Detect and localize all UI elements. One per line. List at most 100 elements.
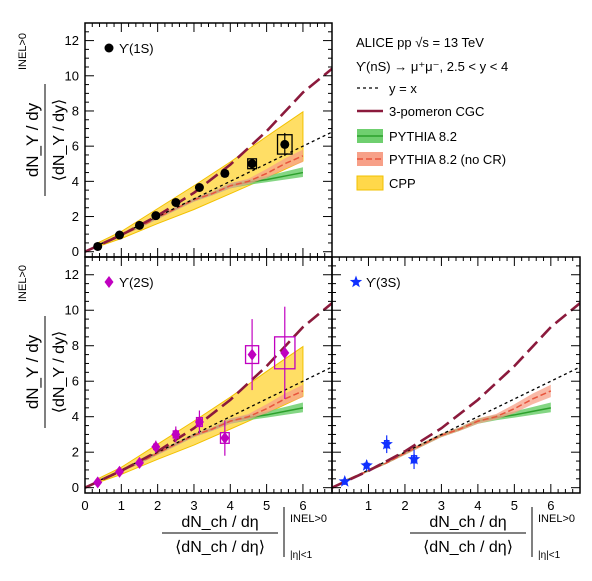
x-tick-label: 2 bbox=[401, 498, 408, 513]
y-tick-label: 2 bbox=[72, 445, 79, 460]
panel-marker-icon bbox=[104, 276, 114, 288]
panel-label-text: ϒ(2S) bbox=[119, 275, 154, 290]
data-point-1S bbox=[134, 220, 144, 230]
pythia-nocr-line bbox=[95, 155, 304, 247]
x-axis-title-left: dN_ch / dη ⟨dN_ch / dη⟩ INEL>0 |η|<1 bbox=[162, 507, 327, 561]
y-tick-label: 10 bbox=[65, 68, 79, 83]
data-point-3S bbox=[407, 449, 421, 470]
legend-label: PYTHIA 8.2 (no CR) bbox=[389, 152, 506, 167]
panel-label-text: ϒ(1S) bbox=[119, 41, 154, 56]
data-point-2S bbox=[93, 476, 103, 489]
panel-1S: 0 2 4 6 8 10 12 ϒ(1S) bbox=[65, 22, 333, 259]
y-tick-label: 0 bbox=[72, 244, 79, 259]
data-point-1S bbox=[194, 183, 204, 193]
panel-label-2S: ϒ(2S) bbox=[104, 275, 154, 290]
pythia-nocr-line bbox=[342, 390, 552, 483]
panel-marker-icon bbox=[104, 43, 114, 53]
x-tick-label: 1 bbox=[118, 498, 125, 513]
yx-line bbox=[85, 131, 332, 253]
y-tick-label: 6 bbox=[72, 139, 79, 154]
x-tick-label: 3 bbox=[190, 498, 197, 513]
x-axis-label-denominator: ⟨dN_ch / dη⟩ bbox=[175, 539, 265, 556]
data-point-2S bbox=[151, 440, 161, 454]
legend-label: 3-pomeron CGC bbox=[389, 104, 484, 119]
x-tick-label: 6 bbox=[547, 498, 554, 513]
panel-label-text: ϒ(3S) bbox=[366, 275, 401, 290]
legend-label: y = x bbox=[389, 81, 417, 96]
data-point-3S bbox=[380, 435, 393, 454]
y-tick-label: 8 bbox=[72, 338, 79, 353]
data-point-1S bbox=[93, 241, 103, 251]
panel-1S-plot-area bbox=[85, 67, 332, 253]
data-point-1S bbox=[220, 168, 230, 178]
y-axis-label-superscript: INEL>0 bbox=[17, 33, 29, 70]
legend-label: PYTHIA 8.2 bbox=[389, 129, 457, 144]
pythia-line bbox=[342, 407, 551, 483]
data-point-2S bbox=[194, 410, 204, 434]
legend-swatch bbox=[356, 175, 384, 191]
data-point-2S bbox=[244, 319, 260, 391]
y-tick-label: 4 bbox=[72, 409, 79, 424]
cgc-line bbox=[85, 67, 332, 253]
legend-subheader: ϒ(nS) → μ⁺μ⁻, 2.5 < y < 4 bbox=[356, 59, 508, 74]
x-tick-label: 6 bbox=[299, 498, 306, 513]
y-axis-label-superscript: INEL>0 bbox=[17, 265, 29, 302]
data-point-2S bbox=[134, 456, 144, 469]
y-axis-title-top: dN_Υ / dy ⟨dN_Υ / dy⟩ INEL>0 bbox=[17, 33, 68, 196]
legend: ALICE pp √s = 13 TeV ϒ(nS) → μ⁺μ⁻, 2.5 <… bbox=[356, 35, 508, 191]
pythia-band bbox=[95, 167, 303, 247]
x-axis-label-superscript: INEL>0 bbox=[538, 513, 575, 525]
data-point-3S bbox=[360, 458, 373, 471]
x-axis-label-subscript: |η|<1 bbox=[538, 550, 561, 561]
legend-item-yx: y = x bbox=[357, 81, 417, 96]
y-tick-label: 6 bbox=[72, 374, 79, 389]
y-tick-label: 8 bbox=[72, 103, 79, 118]
x-tick-label: 0 bbox=[81, 498, 88, 513]
panel-3S-frame bbox=[331, 256, 581, 494]
data-point-1S bbox=[115, 230, 125, 240]
y-tick-label: 12 bbox=[65, 33, 79, 48]
panel-label-3S: ϒ(3S) bbox=[349, 275, 401, 290]
x-tick-label: 2 bbox=[154, 498, 161, 513]
y-tick-label: 10 bbox=[65, 303, 79, 318]
legend-header: ALICE pp √s = 13 TeV bbox=[356, 35, 484, 50]
x-tick-label: 3 bbox=[438, 498, 445, 513]
x-axis-label-superscript: INEL>0 bbox=[290, 513, 327, 525]
legend-item-cgc: 3-pomeron CGC bbox=[357, 104, 484, 119]
y-axis-label: dN_Υ / dy bbox=[23, 334, 42, 409]
data-point-1S bbox=[151, 211, 161, 221]
x-axis-label-denominator: ⟨dN_ch / dη⟩ bbox=[423, 539, 513, 556]
x-axis-label: dN_ch / dη bbox=[429, 514, 506, 531]
y-axis-label: dN_Υ / dy bbox=[23, 102, 42, 177]
y-tick-label: 0 bbox=[72, 480, 79, 495]
panel-3S-plot-area bbox=[332, 302, 580, 489]
pythia-band bbox=[342, 402, 551, 483]
y-tick-label: 4 bbox=[72, 174, 79, 189]
x-axis-title-right: dN_ch / dη ⟨dN_ch / dη⟩ INEL>0 |η|<1 bbox=[410, 507, 575, 561]
data-point-3S bbox=[338, 474, 351, 487]
data-point-1S bbox=[171, 197, 181, 207]
data-point-2S bbox=[171, 426, 181, 443]
x-axis-label: dN_ch / dη bbox=[181, 514, 258, 531]
cgc-line bbox=[85, 302, 332, 489]
x-tick-label: 1 bbox=[365, 498, 372, 513]
data-point-1S bbox=[276, 132, 293, 156]
x-tick-label: 4 bbox=[227, 498, 234, 513]
yx-line bbox=[85, 366, 332, 489]
y-axis-label-denominator: ⟨dN_Υ / dy⟩ bbox=[51, 99, 68, 181]
y-tick-label: 2 bbox=[72, 209, 79, 224]
x-tick-label: 5 bbox=[511, 498, 518, 513]
panel-label-1S: ϒ(1S) bbox=[104, 41, 154, 56]
legend-label: CPP bbox=[389, 176, 416, 191]
panel-marker-icon bbox=[349, 275, 363, 288]
x-tick-label: 4 bbox=[474, 498, 481, 513]
panel-3S: 1 2 3 4 5 6 ϒ(3S) bbox=[331, 256, 581, 513]
cgc-line bbox=[332, 302, 580, 489]
y-axis-title-bottom: dN_Υ / dy ⟨dN_Υ / dy⟩ INEL>0 bbox=[17, 265, 68, 428]
pythia-band bbox=[95, 402, 303, 483]
y-axis-label-denominator: ⟨dN_Υ / dy⟩ bbox=[51, 331, 68, 413]
y-tick-label: 12 bbox=[65, 267, 79, 282]
data-point-2S bbox=[115, 465, 125, 478]
